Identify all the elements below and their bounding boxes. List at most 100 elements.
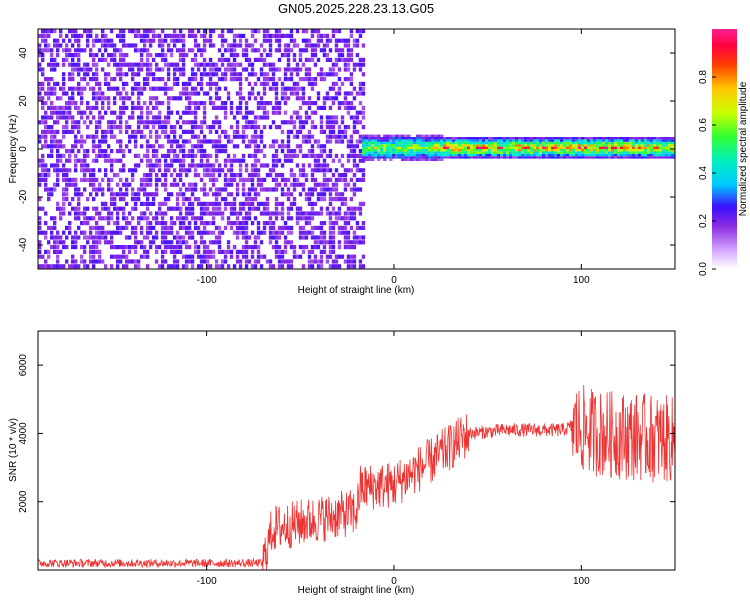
heatmap-cell (316, 96, 321, 101)
heatmap-cell (154, 86, 159, 91)
heatmap-cell (467, 156, 471, 159)
heatmap-cell (121, 182, 126, 187)
heatmap-cell (91, 177, 96, 182)
heatmap-cell (130, 206, 135, 211)
heatmap-cell (124, 201, 129, 206)
heatmap-cell (485, 137, 489, 140)
heatmap-cell (184, 120, 189, 125)
heatmap-cell (118, 187, 123, 192)
heatmap-cell (358, 62, 363, 67)
heatmap-cell (76, 33, 81, 38)
heatmap-cell (253, 29, 258, 34)
heatmap-cell (362, 153, 366, 157)
heatmap-cell (541, 149, 546, 152)
heatmap-cell (319, 211, 324, 216)
heatmap-cell (175, 77, 180, 82)
heatmap-cell (229, 110, 234, 115)
heatmap-cell (374, 146, 378, 149)
heatmap-cell (160, 201, 165, 206)
heatmap-cell (85, 216, 90, 221)
heatmap-cell (38, 134, 42, 139)
heatmap-cell (520, 144, 525, 147)
heatmap-cell (247, 139, 252, 144)
heatmap-cell (163, 86, 168, 91)
heatmap-cell (217, 139, 222, 144)
heatmap-cell (118, 129, 123, 134)
heatmap-cell (307, 192, 312, 197)
heatmap-cell (106, 240, 111, 245)
heatmap-cell (202, 192, 207, 197)
heatmap-cell (346, 53, 351, 58)
heatmap-cell (389, 146, 393, 149)
heatmap-cell (175, 197, 180, 202)
heatmap-cell (253, 144, 258, 149)
heatmap-cell (413, 156, 417, 159)
heatmap-cell (337, 86, 342, 91)
heatmap-cell (283, 110, 288, 115)
heatmap-cell (208, 187, 213, 192)
heatmap-cell (313, 77, 318, 82)
heatmap-cell (416, 144, 420, 147)
heatmap-cell (253, 96, 258, 101)
heatmap-cell (268, 211, 273, 216)
heatmap-cell (479, 139, 483, 142)
heatmap-cell (70, 29, 75, 34)
heatmap-cell (286, 149, 291, 154)
heatmap-cell (280, 230, 285, 235)
heatmap-cell (383, 139, 387, 142)
heatmap-cell (196, 149, 201, 154)
heatmap-cell (289, 240, 294, 245)
heatmap-cell (371, 153, 375, 157)
heatmap-cell (85, 240, 90, 245)
heatmap-cell (193, 57, 198, 62)
heatmap-cell (73, 86, 78, 91)
heatmap-cell (358, 211, 363, 216)
heatmap-cell (503, 141, 507, 145)
heatmap-cell (187, 149, 192, 154)
heatmap-cell (181, 254, 186, 259)
heatmap-cell (628, 151, 633, 154)
heatmap-cell (277, 201, 282, 206)
heatmap-cell (464, 146, 468, 149)
heatmap-cell (304, 110, 309, 115)
heatmap-cell (121, 81, 126, 86)
heatmap-cell (145, 62, 150, 67)
heatmap-cell (452, 153, 456, 157)
heatmap-cell (196, 173, 201, 178)
heatmap-cell (319, 192, 324, 197)
heatmap-cell (229, 53, 234, 58)
heatmap-cell (244, 177, 249, 182)
heatmap-cell (103, 139, 108, 144)
heatmap-cell (109, 163, 114, 168)
heatmap-cell (184, 264, 189, 269)
heatmap-cell (184, 105, 189, 110)
heatmap-cell (298, 86, 303, 91)
heatmap-cell (76, 149, 81, 154)
heatmap-cell (425, 151, 429, 154)
heatmap-cell (214, 225, 219, 230)
heatmap-cell (130, 225, 135, 230)
heatmap-cell (325, 43, 330, 48)
heatmap-cell (340, 216, 345, 221)
heatmap-cell (607, 144, 612, 147)
heatmap-cell (440, 144, 444, 147)
heatmap-cell (313, 177, 318, 182)
heatmap-cell (401, 146, 405, 149)
heatmap-cell (139, 86, 144, 91)
heatmap-cell (43, 77, 48, 82)
heatmap-cell (97, 259, 102, 264)
heatmap-cell (109, 149, 114, 154)
heatmap-cell (253, 168, 258, 173)
heatmap-cell (346, 259, 351, 264)
heatmap-cell (247, 62, 252, 67)
heatmap-cell (40, 101, 45, 106)
heatmap-cell (160, 225, 165, 230)
heatmap-cell (349, 134, 354, 139)
heatmap-cell (601, 137, 606, 140)
heatmap-cell (181, 43, 186, 48)
heatmap-cell (160, 182, 165, 187)
heatmap-cell (500, 144, 504, 147)
heatmap-cell (649, 144, 654, 147)
heatmap-cell (73, 264, 78, 269)
heatmap-cell (220, 249, 225, 254)
